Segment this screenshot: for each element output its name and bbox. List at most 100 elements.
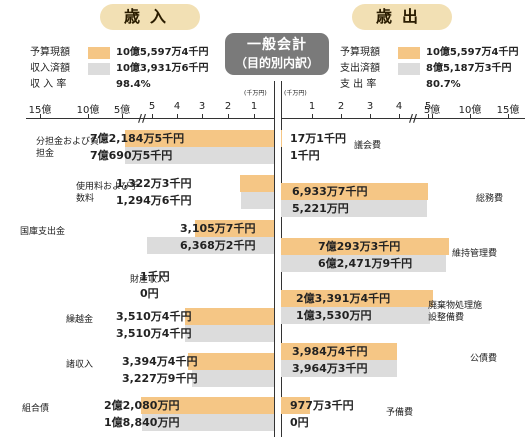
expenditure-category-label: 総務費	[476, 194, 504, 204]
revenue-axis-unit: (千万円)	[244, 90, 267, 97]
expenditure-header: 歳出	[352, 4, 452, 30]
expenditure-actual-amount: 5,221万円	[292, 202, 349, 215]
expenditure-category-label: 公債費	[470, 354, 498, 364]
revenue-budget-amount: 3,394万4千円	[122, 355, 198, 368]
expenditure-category-label: 議会費	[354, 141, 382, 151]
revenue-budget-bar	[141, 397, 274, 414]
legend-label: 収入済額	[30, 63, 70, 74]
right-axis-tick	[428, 114, 429, 119]
expenditure-axis-line	[281, 118, 525, 119]
expenditure-actual-bar	[281, 307, 430, 324]
expenditure-budget-amount: 17万1千円	[290, 132, 346, 145]
revenue-actual-amount: 6,368万2千円	[180, 239, 256, 252]
revenue-category-label: 組合債	[22, 404, 50, 414]
revenue-category-label: 国庫支出金	[20, 227, 66, 237]
revenue-budget-amount: 3,105万7千円	[180, 222, 256, 235]
expenditure-budget-amount: 3,984万4千円	[292, 345, 368, 358]
expenditure-budget-bar	[281, 397, 310, 414]
budget-swatch	[398, 47, 420, 59]
expenditure-actual-bar	[281, 200, 428, 217]
expenditure-budget-amount: 977万3千円	[290, 399, 354, 412]
revenue-budget-amount: 1千円	[140, 270, 170, 283]
center-title-line1: 一般会計	[247, 37, 307, 53]
right-axis-tick	[341, 114, 342, 119]
right-axis-tick	[312, 114, 313, 119]
revenue-budget-bar	[240, 175, 274, 192]
left-axis-tick-label: 10億	[76, 105, 100, 116]
general-account-title: 一般会計 （目的別内訳）	[225, 33, 329, 75]
left-axis-tick	[202, 114, 203, 119]
legend-value: 10億5,597万4千円	[116, 47, 209, 58]
legend-label: 予算現額	[30, 47, 70, 58]
right-axis-tick-label: 1	[308, 101, 316, 112]
revenue-budget-amount: 2億2,080万円	[104, 399, 180, 412]
revenue-actual-bar	[241, 192, 274, 209]
expenditure-category-label: 廃棄物処理施設整備費	[428, 301, 483, 323]
expenditure-category-label: 予備費	[386, 408, 414, 418]
revenue-actual-bar	[125, 147, 274, 164]
revenue-budget-bar	[124, 130, 274, 147]
expenditure-actual-bar	[281, 360, 397, 377]
expenditure-actual-amount: 1億3,530万円	[296, 309, 372, 322]
expenditure-actual-amount: 0円	[290, 416, 309, 429]
expenditure-budget-bar	[281, 290, 434, 307]
revenue-actual-bar	[142, 414, 274, 431]
revenue-budget-bar	[184, 308, 274, 325]
right-axis-tick-label: 10億	[458, 105, 482, 116]
legend-label: 支 出 率	[340, 79, 377, 90]
revenue-actual-amount: 1,294万6千円	[116, 194, 192, 207]
revenue-legend-actual: 収入済額 10億3,931万6千円	[30, 62, 230, 76]
expenditure-budget-amount: 6,933万7千円	[292, 185, 368, 198]
right-axis-tick-label: 2	[337, 101, 345, 112]
expenditure-axis-break: //	[409, 112, 418, 125]
legend-value: 10億5,597万4千円	[426, 47, 519, 58]
legend-value: 80.7%	[426, 79, 461, 90]
right-axis-tick-label: 15億	[496, 105, 520, 116]
left-axis-tick-label: 1	[250, 101, 258, 112]
expenditure-actual-amount: 3,964万3千円	[292, 362, 368, 375]
left-axis-tick-label: 5億	[113, 105, 131, 116]
expenditure-legend-actual: 支出済額 8億5,187万3千円	[340, 62, 530, 76]
legend-label: 収 入 率	[30, 79, 67, 90]
expenditure-budget-bar	[281, 343, 398, 360]
left-axis-tick-label: 15億	[28, 105, 52, 116]
expenditure-budget-bar	[281, 238, 449, 255]
left-axis-tick-label: 3	[198, 101, 206, 112]
right-axis-tick-label: 5億	[423, 105, 441, 116]
left-axis-tick	[228, 114, 229, 119]
revenue-budget-bar	[195, 220, 274, 237]
legend-value: 98.4%	[116, 79, 151, 90]
legend-label: 予算現額	[340, 47, 380, 58]
right-axis-tick-label: 4	[395, 101, 403, 112]
revenue-axis-break: //	[138, 112, 147, 125]
expenditure-actual-amount: 1千円	[290, 149, 320, 162]
right-axis-tick-label: 3	[366, 101, 374, 112]
left-axis-tick	[254, 114, 255, 119]
expenditure-category-label: 維持管理費	[452, 249, 498, 259]
left-axis-tick	[177, 114, 178, 119]
expenditure-budget-amount: 2億3,391万4千円	[296, 292, 391, 305]
expenditure-legend-rate: 支 出 率 80.7%	[340, 78, 530, 92]
right-axis-tick	[508, 114, 509, 119]
revenue-actual-amount: 7億690万5千円	[90, 149, 173, 162]
right-axis-tick	[370, 114, 371, 119]
revenue-legend-budget: 予算現額 10億5,597万4千円	[30, 46, 230, 60]
revenue-header: 歳入	[100, 4, 200, 30]
revenue-actual-amount: 3,227万9千円	[122, 372, 198, 385]
legend-value: 10億3,931万6千円	[116, 63, 209, 74]
revenue-category-label: 使用料および手数料	[76, 182, 140, 204]
revenue-legend-rate: 収 入 率 98.4%	[30, 78, 230, 92]
revenue-actual-bar	[184, 325, 274, 342]
revenue-budget-amount: 3,510万4千円	[116, 310, 192, 323]
revenue-category-label: 諸収入	[66, 360, 94, 370]
expenditure-legend-budget: 予算現額 10億5,597万4千円	[340, 46, 530, 60]
left-axis-tick	[40, 114, 41, 119]
revenue-budget-bar	[187, 353, 274, 370]
legend-value: 8億5,187万3千円	[426, 63, 512, 74]
actual-swatch	[88, 63, 110, 75]
actual-swatch	[398, 63, 420, 75]
revenue-actual-amount: 3,510万4千円	[116, 327, 192, 340]
legend-label: 支出済額	[340, 63, 380, 74]
revenue-axis-line	[26, 118, 274, 119]
left-axis-tick-label: 2	[224, 101, 232, 112]
